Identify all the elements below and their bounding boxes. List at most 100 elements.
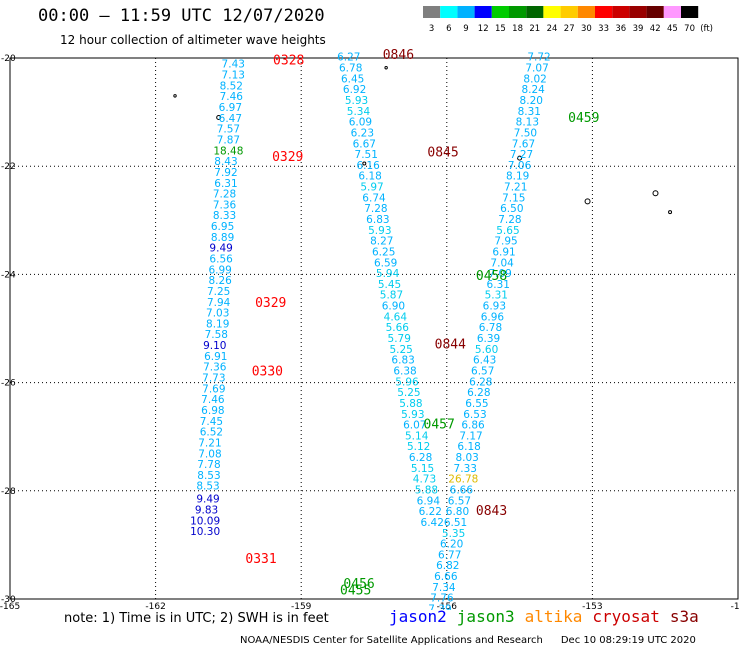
wave-height-value: 8.13	[516, 117, 539, 129]
wave-height-value: 8.27	[370, 236, 393, 248]
wave-height-value: 8.26	[208, 275, 232, 287]
lon-tick-label: -15	[731, 602, 740, 610]
color-legend: 3 6 9 12 15 18 21 24 27 30 33 36 39 42 45 70 (ft)	[423, 6, 713, 34]
wave-height-value: 9.83	[195, 505, 218, 517]
wave-height-value: 6.31	[214, 178, 237, 190]
legend-unit: (ft)	[700, 24, 713, 34]
pass-time-label: 0846	[383, 48, 414, 63]
wave-height-value: 5.96	[395, 376, 419, 388]
legend-label: 27	[564, 24, 575, 34]
pass-time-label: 0456	[343, 577, 374, 592]
pass-time-label: 0457	[424, 418, 455, 433]
wave-height-value: 4.64	[384, 311, 408, 323]
pass-time-label: 0330	[252, 365, 283, 380]
legend-swatch	[543, 6, 561, 18]
wave-height-value: 5.34	[347, 106, 371, 118]
wave-height-value: 6.09	[349, 117, 372, 129]
wave-height-value: 5.87	[380, 290, 403, 302]
legend-label: 3	[429, 24, 434, 34]
wave-height-value: 6.78	[339, 63, 362, 75]
wave-height-value: 7.95	[494, 236, 517, 248]
wave-height-value: 5.45	[378, 279, 401, 291]
wave-height-value: 7.15	[502, 192, 525, 204]
wave-height-value: 6.57	[448, 495, 471, 507]
wave-height-value: 5.88	[399, 398, 422, 410]
wave-height-value: 6.97	[219, 102, 242, 114]
wave-height-value: 6.66	[434, 571, 458, 583]
pass-time-label: 0331	[245, 552, 276, 567]
pass-time-label: 0458	[476, 269, 507, 284]
wave-height-value: 7.07	[525, 63, 548, 75]
wave-height-value: 6.94	[417, 495, 441, 507]
wave-height-value: 5.65	[496, 225, 519, 237]
pass-time-label: 0845	[427, 145, 458, 160]
wave-height-value: 6.07	[403, 420, 426, 432]
wave-height-value: 6.98	[201, 405, 224, 417]
wave-height-value: 6.67	[353, 138, 376, 150]
legend-swatch	[526, 6, 544, 18]
wave-height-value: 6.59	[374, 257, 397, 269]
wave-height-value: 6.28	[469, 376, 492, 388]
wave-height-value: 7.21	[198, 437, 221, 449]
wave-height-value: 7.08	[198, 448, 221, 460]
map-canvas: -165 -162 -159 -156 -153 -15 -20 -22 -24 -26 -28 -3…	[0, 48, 740, 610]
wave-height-value: 7.67	[512, 138, 535, 150]
legend-label: 6	[446, 24, 451, 34]
wave-height-value: 6.52	[200, 427, 223, 439]
wave-height-value: 8.20	[520, 95, 543, 107]
wave-height-value: 6.56	[209, 253, 233, 265]
legend-label: 12	[478, 24, 489, 34]
wave-height-value: 7.46	[201, 394, 225, 406]
island-marker	[517, 155, 523, 161]
legend-swatch	[560, 6, 578, 18]
lon-tick-label: -156	[437, 602, 458, 610]
island-marker	[584, 198, 591, 205]
legend-label: 36	[615, 24, 626, 34]
wave-height-value: 6.90	[382, 301, 405, 313]
wave-height-value: 7.43	[222, 59, 245, 71]
wave-height-value: 6.18	[358, 171, 381, 183]
wave-height-value: 5.97	[360, 182, 383, 194]
wave-height-value: 6.50	[500, 203, 523, 215]
wave-height-value: 7.36	[213, 199, 237, 211]
wave-height-value: 6.45	[341, 73, 364, 85]
lat-tick-label: -20	[1, 54, 16, 64]
wave-height-value: 7.17	[459, 430, 482, 442]
lat-tick-label: -28	[1, 487, 16, 497]
legend-label: 15	[495, 24, 506, 34]
wave-height-value: 6.95	[211, 221, 234, 233]
wave-height-value: 5.25	[397, 387, 420, 399]
legend-swatch	[612, 6, 630, 18]
wave-height-value: 26.78	[448, 474, 478, 486]
wave-height-value: 6.96	[481, 311, 505, 323]
wave-height-value: 7.51	[355, 149, 378, 161]
wave-height-value: 7.09	[488, 268, 511, 280]
wave-height-value: 5.60	[475, 344, 498, 356]
island-marker	[173, 94, 177, 98]
wave-height-value: 6.27	[337, 52, 360, 64]
wave-height-value: 7.58	[205, 329, 228, 341]
legend-label: 45	[667, 24, 678, 34]
wave-height-value: 6.39	[477, 333, 500, 345]
wave-height-value: 7.50	[514, 127, 537, 139]
wave-height-value: 5.79	[388, 333, 411, 345]
wave-height-value: 8.53	[197, 470, 220, 482]
wave-height-value: 7.28	[213, 189, 236, 201]
credit-date: Dec 10 08:29:19 UTC 2020	[560, 635, 696, 646]
lon-tick-label: -159	[291, 602, 312, 610]
pass-time-label: 0843	[476, 504, 507, 519]
wave-height-value: 6.80	[446, 506, 469, 518]
wave-height-value: 6.51	[444, 517, 467, 529]
lat-tick-label: -30	[1, 595, 16, 605]
legend-swatch	[663, 6, 681, 18]
footnote: note: 1) Time is in UTC; 2) SWH is in fe…	[64, 611, 329, 626]
wave-height-value: 6.43	[473, 355, 496, 367]
satellite-name: jason2	[389, 607, 447, 626]
satellite-name: cryosat	[592, 607, 660, 626]
wave-height-value: 6.55	[465, 398, 488, 410]
legend-swatch	[423, 6, 441, 18]
wave-height-value: 6.28	[409, 452, 432, 464]
wave-height-value: 6.53	[463, 409, 486, 421]
wave-height-value: 7.92	[214, 167, 237, 179]
lat-tick-label: -22	[1, 162, 16, 172]
